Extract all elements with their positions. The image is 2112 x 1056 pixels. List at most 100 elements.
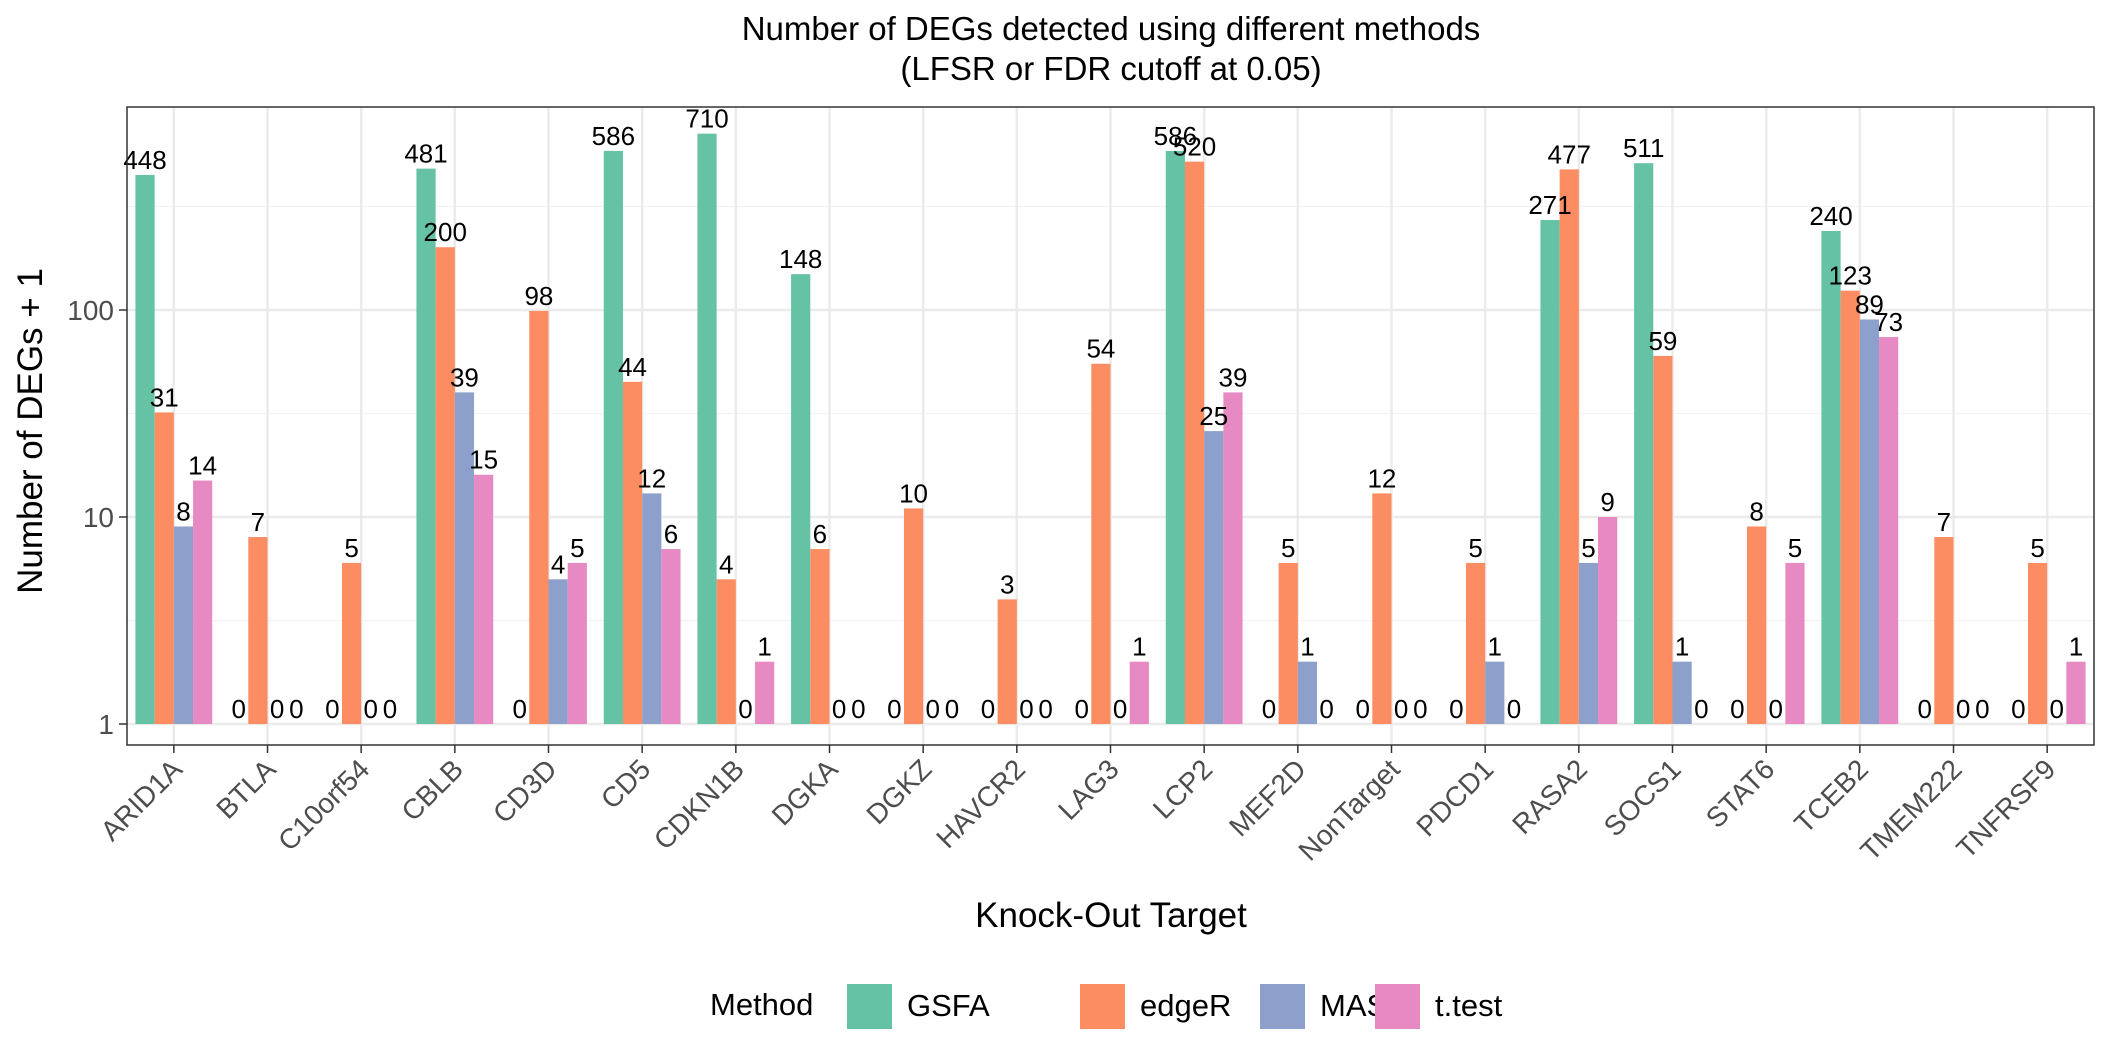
data-label: 0: [1730, 694, 1744, 724]
data-label: 39: [1219, 362, 1248, 392]
x-tick-label: TMEM222: [1854, 753, 1967, 866]
data-label: 481: [404, 139, 447, 169]
bar-MAST-CD3D: [548, 579, 568, 724]
bar-edgeR-CD3D: [529, 310, 549, 724]
data-label: 5: [1581, 533, 1595, 563]
x-tick-label: STAT6: [1700, 753, 1781, 834]
data-label: 0: [1355, 694, 1369, 724]
data-label: 1: [1300, 632, 1314, 662]
data-label: 0: [738, 694, 752, 724]
data-label: 4: [551, 549, 565, 579]
data-label: 710: [685, 104, 728, 134]
data-label: 6: [664, 519, 678, 549]
data-label: 1: [1132, 632, 1146, 662]
bar-GSFA-CDKN1B: [697, 133, 717, 725]
bar-GSFA-RASA2: [1540, 220, 1560, 724]
x-tick-label: DGKZ: [860, 753, 937, 830]
bar-edgeR-TNFRSF9: [2027, 562, 2048, 724]
x-tick-label: HAVCR2: [930, 753, 1031, 854]
data-label: 0: [1319, 694, 1333, 724]
data-label: 8: [176, 496, 190, 526]
bar-edgeR-HAVCR2: [997, 599, 1017, 724]
x-tick-label: LAG3: [1052, 753, 1125, 826]
bar-ttest-CD3D: [567, 562, 587, 724]
data-label: 12: [1367, 463, 1396, 493]
legend-label: edgeR: [1140, 988, 1231, 1023]
data-label: 0: [1956, 694, 1970, 724]
bar-ttest-STAT6: [1785, 562, 1805, 724]
data-label: 4: [719, 549, 733, 579]
data-label: 98: [524, 281, 553, 311]
data-label: 123: [1829, 261, 1872, 291]
bar-edgeR-LAG3: [1091, 363, 1111, 724]
data-label: 0: [1038, 694, 1052, 724]
data-label: 5: [344, 533, 358, 563]
bar-edgeR-ARID1A: [154, 412, 174, 724]
data-label: 0: [887, 694, 901, 724]
data-label: 0: [1113, 694, 1127, 724]
legend-label: t.test: [1435, 988, 1503, 1023]
data-label: 0: [1074, 694, 1088, 724]
bar-edgeR-CDKN1B: [716, 579, 736, 724]
data-label: 5: [1281, 533, 1295, 563]
data-label: 0: [1917, 694, 1931, 724]
bar-MAST-CD5: [642, 493, 662, 724]
data-label: 0: [325, 694, 339, 724]
x-tick-label: C10orf54: [272, 753, 375, 856]
data-label: 0: [851, 694, 865, 724]
data-label: 0: [1769, 694, 1783, 724]
legend-key-edgeR: [1080, 984, 1125, 1029]
x-tick-label: CD5: [595, 753, 657, 815]
data-label: 12: [637, 463, 666, 493]
bar-ttest-LCP2: [1223, 392, 1243, 724]
bar-MAST-CBLB: [454, 392, 475, 724]
data-label: 3: [1000, 569, 1014, 599]
x-tick-label: MEF2D: [1223, 753, 1312, 842]
data-label: 5: [570, 533, 584, 563]
bar-GSFA-TCEB2: [1821, 230, 1841, 724]
data-label: 25: [1199, 401, 1228, 431]
data-label: 0: [1694, 694, 1708, 724]
bar-GSFA-SOCS1: [1634, 163, 1654, 724]
data-label: 0: [512, 694, 526, 724]
bar-GSFA-ARID1A: [135, 174, 155, 725]
bar-edgeR-TMEM222: [1934, 537, 1954, 724]
data-label: 0: [231, 694, 245, 724]
bar-GSFA-CD5: [603, 150, 623, 724]
x-tick-label: SOCS1: [1598, 753, 1687, 842]
data-label: 9: [1600, 487, 1614, 517]
bar-ttest-LAG3: [1129, 661, 1149, 724]
data-label: 511: [1623, 133, 1664, 163]
x-tick-label: DGKA: [766, 753, 844, 831]
x-tick-label: NonTarget: [1292, 753, 1405, 866]
legend-label: GSFA: [907, 988, 990, 1023]
data-label: 520: [1173, 132, 1216, 162]
bar-edgeR-DGKA: [810, 549, 830, 724]
data-label: 200: [424, 217, 467, 247]
data-label: 5: [1468, 533, 1482, 563]
data-label: 0: [364, 694, 378, 724]
data-label: 5: [1788, 533, 1802, 563]
data-label: 1: [757, 632, 771, 662]
bar-ttest-RASA2: [1598, 517, 1618, 724]
x-tick-label: BTLA: [210, 753, 282, 825]
bar-edgeR-DGKZ: [903, 508, 924, 724]
data-label: 31: [150, 382, 179, 412]
bar-MAST-SOCS1: [1672, 661, 1692, 724]
bar-edgeR-RASA2: [1559, 169, 1579, 725]
bar-edgeR-C10orf54: [341, 562, 362, 724]
data-label: 0: [832, 694, 846, 724]
bar-edgeR-MEF2D: [1278, 562, 1298, 724]
data-label: 73: [1874, 307, 1903, 337]
chart-subtitle: (LFSR or FDR cutoff at 0.05): [900, 50, 1321, 87]
data-label: 1: [1488, 632, 1502, 662]
data-label: 0: [981, 694, 995, 724]
x-tick-label: CBLB: [395, 753, 469, 827]
data-label: 1: [2069, 632, 2083, 662]
x-tick-label: TNFRSF9: [1950, 753, 2061, 864]
x-tick-label: LCP2: [1147, 753, 1218, 824]
bar-MAST-LCP2: [1204, 431, 1224, 724]
